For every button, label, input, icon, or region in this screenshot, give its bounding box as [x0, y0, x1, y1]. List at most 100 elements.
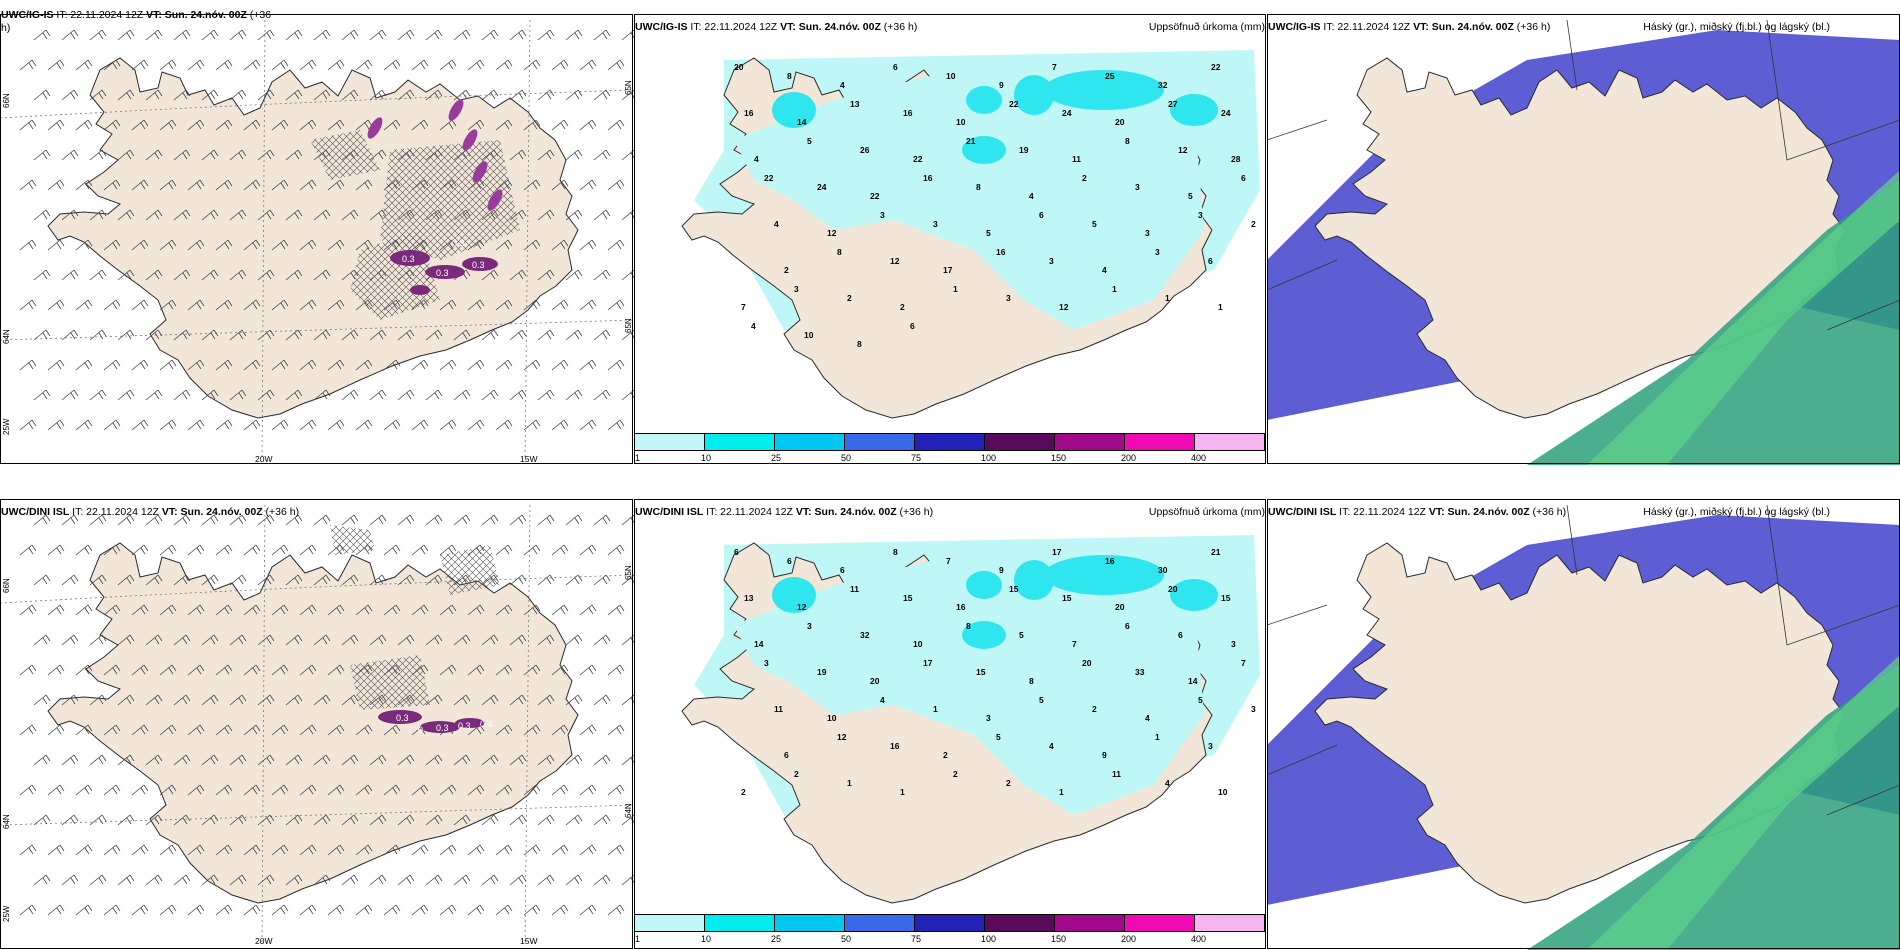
lat-label-66n: 66N — [2, 578, 11, 593]
ice-value-label: 0.3 — [452, 238, 465, 248]
precip-value: 3 — [1145, 228, 1150, 238]
precip-value: 3 — [807, 621, 812, 631]
precip-value: 11 — [1072, 154, 1081, 164]
panel-title: UWC/DINI ISL IT: 22.11.2024 12Z VT: Sun.… — [1, 506, 299, 518]
model-name: UWC/IG-IS — [635, 21, 688, 33]
precip-value: 5 — [1188, 191, 1193, 201]
precip-value: 6 — [840, 565, 845, 575]
precip-value: 1 — [933, 704, 938, 714]
precip-value: 24 — [1062, 108, 1072, 118]
precip-value: 4 — [1102, 265, 1107, 275]
precip-value: 17 — [943, 265, 953, 275]
precip-values: 6668791716302113121115161515202015143321… — [734, 547, 1256, 797]
init-time: IT: 22.11.2024 12Z — [687, 21, 781, 33]
precip-value: 8 — [893, 547, 898, 557]
colorbar-swatch — [1194, 433, 1265, 451]
precip-value: 2 — [784, 265, 789, 275]
precip-value: 5 — [1039, 695, 1044, 705]
precip-value: 22 — [1009, 99, 1019, 109]
precip-value: 7 — [1241, 658, 1246, 668]
panel-title: UWC/DINI ISL IT: 22.11.2024 12Z VT: Sun.… — [635, 506, 933, 518]
map-cloud-top — [1267, 14, 1900, 465]
precip-value: 10 — [827, 713, 837, 723]
colorbar-swatch — [1054, 914, 1125, 932]
precip-value: 10 — [946, 71, 956, 81]
lead-time: (+36 h) — [262, 506, 300, 518]
precip-value: 8 — [1125, 136, 1130, 146]
precip-value: 30 — [1158, 565, 1168, 575]
colorbar-tick-label: 75 — [911, 934, 922, 944]
map-cloud-bottom — [1267, 499, 1900, 950]
precip-value: 20 — [1082, 658, 1092, 668]
precip-value: 5 — [1092, 219, 1097, 229]
precip-value: 28 — [1231, 154, 1241, 164]
colorbar-tick-label: 400 — [1191, 934, 1207, 944]
precip-value: 9 — [1102, 750, 1107, 760]
lat-label-25w: 25W — [2, 418, 11, 435]
colorbar-swatch — [914, 433, 985, 451]
precip-value: 16 — [890, 741, 900, 751]
precip-value: 8 — [966, 621, 971, 631]
init-time: IT: 22.11.2024 12Z — [1336, 506, 1429, 518]
precip-value: 25 — [1105, 71, 1115, 81]
valid-time: VT: Sun. 24.nóv. 00Z — [161, 506, 263, 518]
icing-blobs — [367, 99, 503, 295]
precip-value: 1 — [847, 778, 852, 788]
ice-value-label: 0.3 — [396, 713, 409, 723]
lat-label-64n-right: 64N — [624, 803, 633, 818]
precip-value: 20 — [1115, 602, 1125, 612]
valid-time: VT: Sun. 24.nóv. 00Z — [1428, 506, 1530, 518]
precip-value: 5 — [807, 136, 812, 146]
precip-value: 6 — [1208, 256, 1213, 266]
precip-value: 12 — [827, 228, 837, 238]
precip-value: 8 — [857, 339, 862, 349]
precip-value: 7 — [1052, 62, 1057, 72]
precip-value: 6 — [1125, 621, 1130, 631]
field-title: Háský (gr.), miðský (fj.bl.) og lágský (… — [1643, 506, 1830, 518]
colorbar — [634, 433, 1265, 451]
precip-value: 3 — [794, 284, 799, 294]
graticule — [0, 504, 634, 946]
colorbar-tick-label: 25 — [771, 453, 782, 463]
precip-value: 17 — [923, 658, 933, 668]
lat-label-65n-right: 65N — [624, 80, 633, 95]
panel-title: UWC/DINI ISL IT: 22.11.2024 12Z VT: Sun.… — [1268, 506, 1566, 518]
precip-value: 2 — [1006, 778, 1011, 788]
cloud-low — [1587, 655, 1900, 950]
precip-value: 20 — [734, 62, 744, 72]
region-borders — [1267, 504, 1900, 816]
precip-value: 5 — [996, 732, 1001, 742]
colorbar-swatch — [704, 433, 775, 451]
precip-value: 5 — [986, 228, 991, 238]
precip-value: 22 — [870, 191, 880, 201]
colorbar-tick-label: 75 — [911, 453, 922, 463]
colorbar-tick-label: 50 — [841, 453, 852, 463]
precip-value: 1 — [1165, 293, 1170, 303]
panel-frame — [0, 14, 633, 464]
precip-value: 16 — [923, 173, 933, 183]
precip-shade-mid — [1014, 560, 1054, 600]
ice-value-label: 0.3 — [458, 721, 471, 731]
precip-panel-top: 20 8 4 6 10 9 7 25 32 22 16 14 13 16 10 22 24 20 27 24 4 5 26 2… — [634, 0, 1267, 465]
precip-value: 4 — [1049, 741, 1054, 751]
iceland-coastline — [47, 542, 579, 904]
colorbar-swatch — [1054, 433, 1125, 451]
colorbar-swatch — [704, 914, 775, 932]
colorbar-swatch — [844, 433, 915, 451]
precip-value: 12 — [797, 602, 807, 612]
precip-value: 9 — [999, 80, 1004, 90]
precip-value: 22 — [764, 173, 774, 183]
precip-value: 6 — [1178, 630, 1183, 640]
precip-value: 2 — [1092, 704, 1097, 714]
lat-label-25w: 25W — [2, 905, 11, 922]
precip-value: 3 — [1006, 293, 1011, 303]
lead-time: (+36 h) — [1513, 21, 1551, 33]
ice-value-label: 0 — [418, 725, 423, 735]
lat-label-64n: 64N — [2, 329, 11, 344]
precip-shade-mid — [772, 577, 816, 613]
ice-value-label: 0.3 — [472, 260, 485, 270]
lon-label-20w: 20W — [255, 454, 273, 464]
colorbar-swatch — [984, 433, 1055, 451]
graticule — [0, 19, 634, 461]
lead-time: (+36 h) — [896, 506, 934, 518]
